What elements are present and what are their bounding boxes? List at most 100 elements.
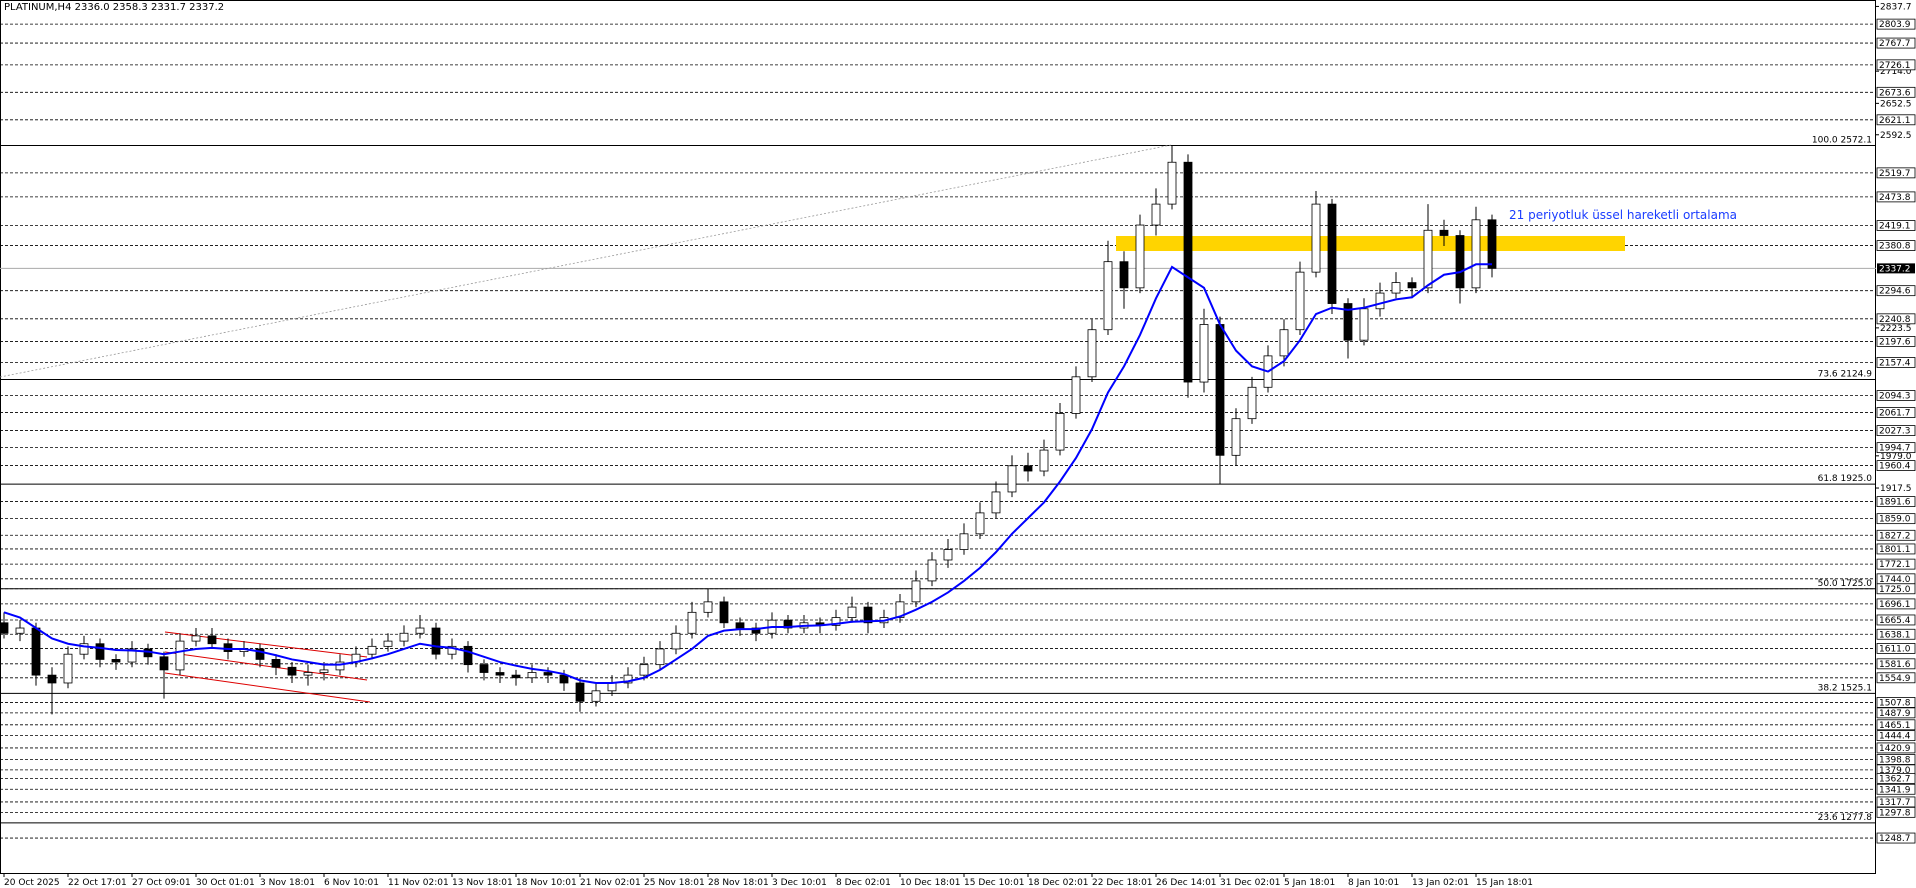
price-level-box: [1876, 730, 1916, 742]
price-level-box: [1876, 719, 1916, 731]
plot-frame: [0, 0, 1876, 874]
price-level-label: 1891.6: [1879, 498, 1911, 508]
candle-body: [1487, 219, 1497, 269]
candle-body: [1327, 203, 1337, 304]
candle-body: [1183, 161, 1193, 383]
candle-body: [255, 648, 265, 660]
price-level-label: 1827.2: [1879, 531, 1911, 541]
candle-body: [415, 627, 425, 634]
price-level-box: [1876, 742, 1916, 754]
candle-body: [1231, 418, 1241, 456]
fib-label: 23.6 1277.8: [1818, 813, 1873, 823]
price-level-label: 1581.6: [1879, 660, 1911, 670]
price-level-label: 1379.0: [1879, 766, 1911, 776]
candle-body: [1407, 282, 1417, 289]
price-level-box: [1876, 191, 1916, 203]
price-level-box: [1876, 37, 1916, 49]
candle-body: [1071, 376, 1081, 414]
x-tick-label: 8 Dec 02:01: [836, 878, 891, 888]
price-level-box: [1876, 336, 1916, 347]
candle-body: [719, 601, 729, 624]
candle-body: [463, 645, 473, 666]
price-level-label: 1420.9: [1879, 744, 1911, 754]
candle-body: [1247, 386, 1257, 420]
price-level-label: 2380.8: [1879, 242, 1911, 252]
candle-body: [1359, 308, 1369, 341]
candle-body: [847, 606, 857, 618]
candle-body: [367, 645, 377, 655]
price-level-box: [1876, 583, 1916, 595]
price-level-label: 1696.1: [1879, 600, 1911, 610]
x-tick-label: 26 Dec 14:01: [1156, 878, 1217, 888]
candle-body: [479, 664, 489, 673]
x-tick-label: 15 Jan 18:01: [1476, 878, 1533, 888]
candle-body: [895, 601, 905, 618]
price-level-box: [1876, 425, 1916, 436]
price-level-box: [1876, 543, 1916, 555]
x-tick-label: 5 Jan 18:01: [1284, 878, 1335, 888]
candle-body: [287, 666, 297, 676]
price-level-box: [1876, 558, 1916, 570]
candle-body: [1039, 449, 1049, 472]
price-level-box: [1876, 285, 1916, 297]
x-tick-label: 8 Jan 10:01: [1348, 878, 1399, 888]
price-level-box: [1876, 460, 1916, 471]
candle-body: [431, 627, 441, 655]
price-level-label: 2519.7: [1879, 169, 1911, 179]
candle-body: [95, 643, 105, 660]
candle-body: [1151, 203, 1161, 226]
price-level-label: 2094.3: [1879, 391, 1911, 401]
candle-body: [319, 669, 329, 673]
candle-body: [127, 648, 137, 663]
price-level-box: [1876, 86, 1916, 98]
x-tick-label: 27 Oct 09:01: [132, 878, 191, 888]
y-tick-label: 2592.5: [1880, 131, 1912, 141]
price-level-box: [1876, 658, 1916, 670]
price-level-box: [1876, 496, 1916, 507]
price-level-box: [1876, 697, 1916, 708]
candle-body: [399, 632, 409, 642]
candle-body: [31, 627, 41, 676]
price-level-label: 1398.8: [1879, 755, 1911, 765]
price-level-box: [1876, 407, 1916, 418]
candle-body: [1375, 292, 1385, 310]
fib-label: 50.0 1725.0: [1818, 579, 1873, 589]
candle-body: [559, 674, 569, 684]
candle-body: [703, 601, 713, 613]
candle-body: [1215, 324, 1225, 456]
candle-body: [527, 672, 537, 679]
candle-body: [591, 690, 601, 702]
candle-body: [1167, 161, 1177, 205]
x-tick-label: 22 Dec 18:01: [1092, 878, 1153, 888]
channel-line: [164, 651, 368, 681]
fib-label: 73.6 2124.9: [1818, 369, 1873, 379]
candle-body: [191, 635, 201, 642]
x-tick-label: 31 Dec 02:01: [1220, 878, 1281, 888]
price-level-label: 1744.0: [1879, 575, 1911, 585]
price-level-label: 1507.8: [1879, 698, 1911, 708]
price-level-label: 2157.4: [1879, 358, 1911, 368]
candle-body: [0, 622, 9, 634]
candle-body: [1119, 261, 1129, 289]
price-level-box: [1876, 832, 1916, 844]
candle-body: [1023, 465, 1033, 472]
price-level-label: 2294.6: [1879, 287, 1911, 297]
price-level-label: 2419.1: [1879, 222, 1911, 232]
candle-body: [1199, 324, 1209, 383]
price-level-box: [1876, 513, 1916, 525]
price-level-label: 1859.0: [1879, 515, 1911, 525]
x-tick-label: 18 Nov 10:01: [516, 878, 577, 888]
candle-body: [495, 672, 505, 676]
price-level-label: 1248.7: [1879, 834, 1911, 844]
price-level-label: 2767.7: [1879, 39, 1911, 49]
candle-body: [831, 617, 841, 626]
candles: [0, 145, 1497, 715]
price-level-label: 1465.1: [1879, 721, 1911, 731]
price-level-box: [1876, 390, 1916, 401]
price-level-label: 2473.8: [1879, 193, 1911, 203]
candle-body: [271, 659, 281, 668]
candle-body: [111, 659, 121, 663]
candle-body: [607, 682, 617, 692]
candle-body: [1439, 229, 1449, 236]
y-tick-label: 1979.0: [1880, 452, 1912, 462]
